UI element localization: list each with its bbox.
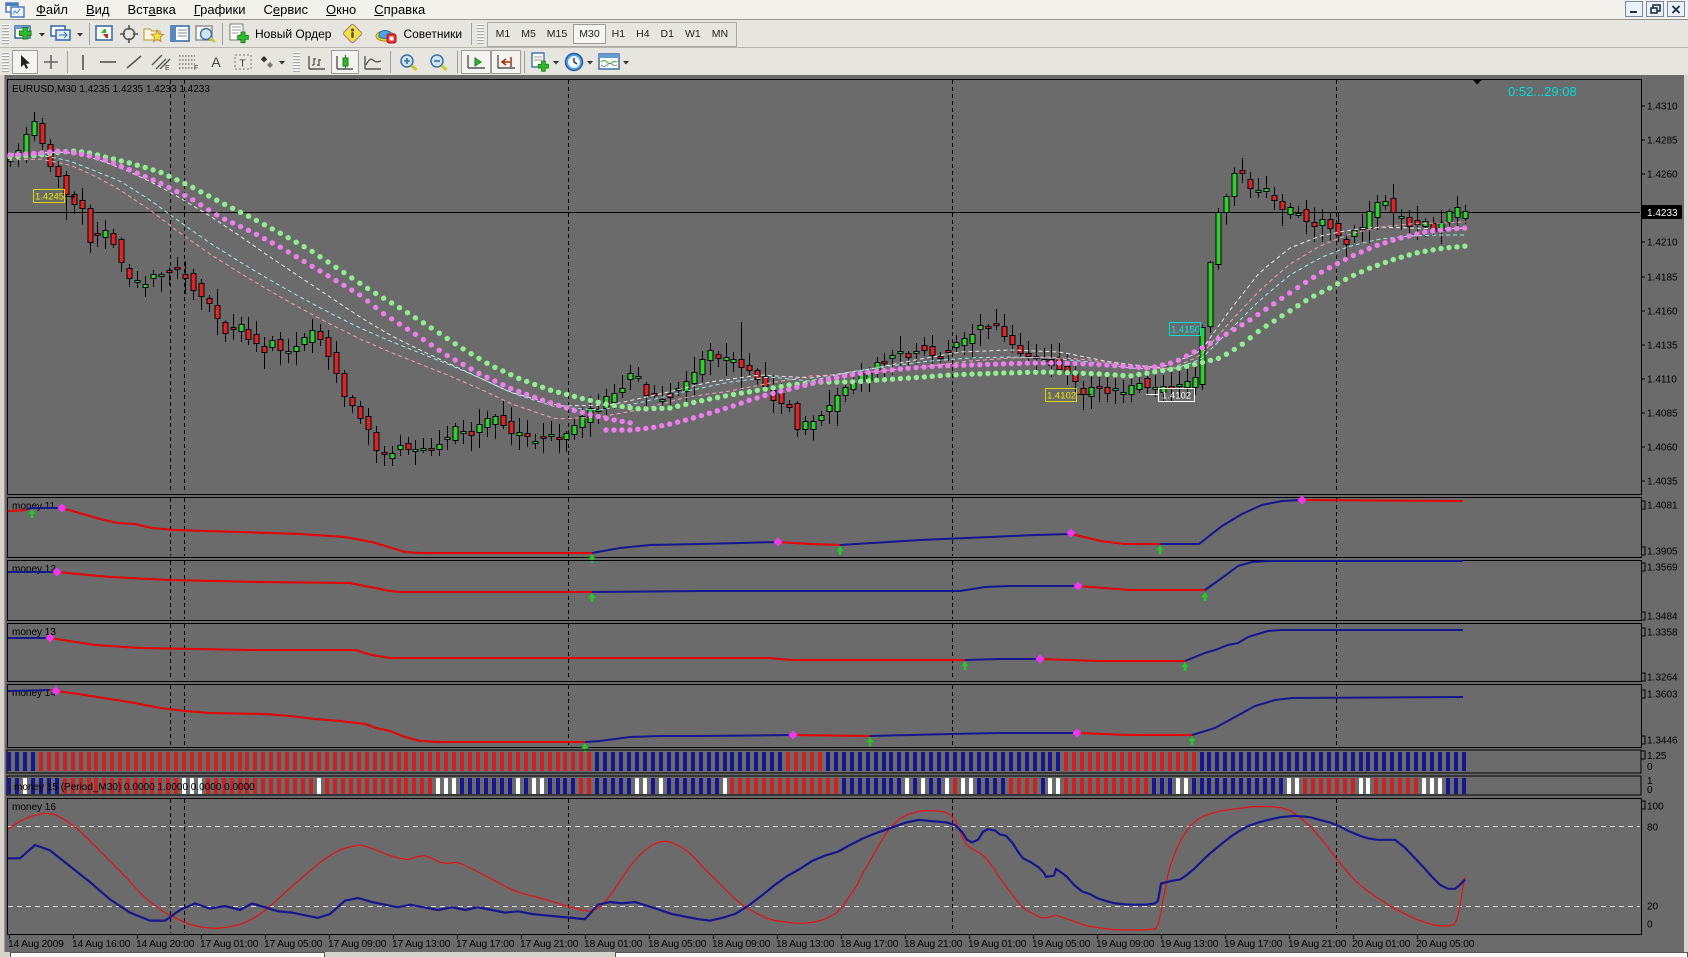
svg-text:1.4233: 1.4233 xyxy=(1647,208,1678,219)
svg-text:1.4135: 1.4135 xyxy=(1647,341,1678,352)
svg-text:19 Aug 21:00: 19 Aug 21:00 xyxy=(1288,939,1347,950)
svg-text:0: 0 xyxy=(1647,920,1653,931)
svg-text:1.4210: 1.4210 xyxy=(1647,238,1678,249)
svg-text:money 11: money 11 xyxy=(12,501,56,512)
svg-text:17 Aug 13:00: 17 Aug 13:00 xyxy=(392,939,451,950)
svg-text:1.3264: 1.3264 xyxy=(1647,673,1678,684)
svg-text:1.4085: 1.4085 xyxy=(1647,409,1678,420)
svg-text:1.4102: 1.4102 xyxy=(1047,391,1076,402)
svg-text:14 Aug 16:00: 14 Aug 16:00 xyxy=(72,939,131,950)
svg-text:money 16: money 16 xyxy=(12,802,56,813)
svg-text:0:52...29:08: 0:52...29:08 xyxy=(1508,84,1577,99)
svg-text:1.3603: 1.3603 xyxy=(1647,690,1678,701)
svg-text:1.3905: 1.3905 xyxy=(1647,547,1678,558)
svg-text:20 Aug 05:00: 20 Aug 05:00 xyxy=(1416,939,1475,950)
svg-text:1.4035: 1.4035 xyxy=(1647,477,1678,488)
svg-text:1.4160: 1.4160 xyxy=(1647,307,1678,318)
svg-text:20 Aug 01:00: 20 Aug 01:00 xyxy=(1352,939,1411,950)
svg-text:17 Aug 01:00: 17 Aug 01:00 xyxy=(200,939,259,950)
svg-text:money 12: money 12 xyxy=(12,564,56,575)
svg-text:1.4150: 1.4150 xyxy=(1171,325,1200,336)
svg-text:18 Aug 01:00: 18 Aug 01:00 xyxy=(584,939,643,950)
svg-text:1.4245: 1.4245 xyxy=(35,192,64,203)
svg-text:1: 1 xyxy=(1647,776,1653,787)
svg-text:19 Aug 01:00: 19 Aug 01:00 xyxy=(968,939,1027,950)
svg-text:1.4060: 1.4060 xyxy=(1647,443,1678,454)
svg-text:1.4310: 1.4310 xyxy=(1647,102,1678,113)
svg-text:0: 0 xyxy=(1647,762,1653,773)
svg-text:1.25: 1.25 xyxy=(1647,751,1667,762)
svg-text:T: T xyxy=(240,59,246,70)
svg-text:1.4102: 1.4102 xyxy=(1162,391,1191,402)
svg-text:80: 80 xyxy=(1647,823,1659,834)
svg-text:19 Aug 17:00: 19 Aug 17:00 xyxy=(1224,939,1283,950)
svg-text:1.3446: 1.3446 xyxy=(1647,736,1678,747)
svg-text:1.4081: 1.4081 xyxy=(1647,501,1678,512)
svg-text:1.3484: 1.3484 xyxy=(1647,612,1678,623)
svg-text:18 Aug 05:00: 18 Aug 05:00 xyxy=(648,939,707,950)
svg-text:0: 0 xyxy=(1647,785,1653,796)
svg-text:1.3358: 1.3358 xyxy=(1647,628,1678,639)
svg-text:100: 100 xyxy=(1647,802,1664,813)
svg-text:18 Aug 21:00: 18 Aug 21:00 xyxy=(904,939,963,950)
svg-text:EURUSD,M30 1.4235 1.4235 1.42: EURUSD,M30 1.4235 1.4235 1.4233 1.4233 xyxy=(12,84,210,95)
svg-text:E: E xyxy=(165,65,170,71)
svg-text:money 13: money 13 xyxy=(12,627,56,638)
svg-text:1.4110: 1.4110 xyxy=(1647,375,1677,386)
svg-text:20: 20 xyxy=(1647,902,1659,913)
svg-text:19 Aug 05:00: 19 Aug 05:00 xyxy=(1032,939,1091,950)
svg-text:17 Aug 17:00: 17 Aug 17:00 xyxy=(456,939,515,950)
svg-text:17 Aug 21:00: 17 Aug 21:00 xyxy=(520,939,579,950)
svg-text:1.3569: 1.3569 xyxy=(1647,563,1678,574)
svg-text:18 Aug 09:00: 18 Aug 09:00 xyxy=(712,939,771,950)
svg-text:money 14: money 14 xyxy=(12,688,56,699)
svg-text:14 Aug 20:00: 14 Aug 20:00 xyxy=(136,939,195,950)
svg-text:17 Aug 09:00: 17 Aug 09:00 xyxy=(328,939,387,950)
svg-text:18 Aug 13:00: 18 Aug 13:00 xyxy=(776,939,835,950)
svg-text:19 Aug 13:00: 19 Aug 13:00 xyxy=(1160,939,1219,950)
svg-text:money 15 (Period_M30) 0.0000: money 15 (Period_M30) 0.0000 1.0000 0.00… xyxy=(14,782,255,793)
svg-text:1.4285: 1.4285 xyxy=(1647,136,1678,147)
svg-text:1.4185: 1.4185 xyxy=(1647,273,1678,284)
svg-text:19 Aug 09:00: 19 Aug 09:00 xyxy=(1096,939,1155,950)
svg-text:18 Aug 17:00: 18 Aug 17:00 xyxy=(840,939,899,950)
svg-text:1.4260: 1.4260 xyxy=(1647,170,1678,181)
svg-text:17 Aug 05:00: 17 Aug 05:00 xyxy=(264,939,323,950)
svg-text:14 Aug 2009: 14 Aug 2009 xyxy=(8,939,64,950)
svg-text:F: F xyxy=(194,65,198,71)
